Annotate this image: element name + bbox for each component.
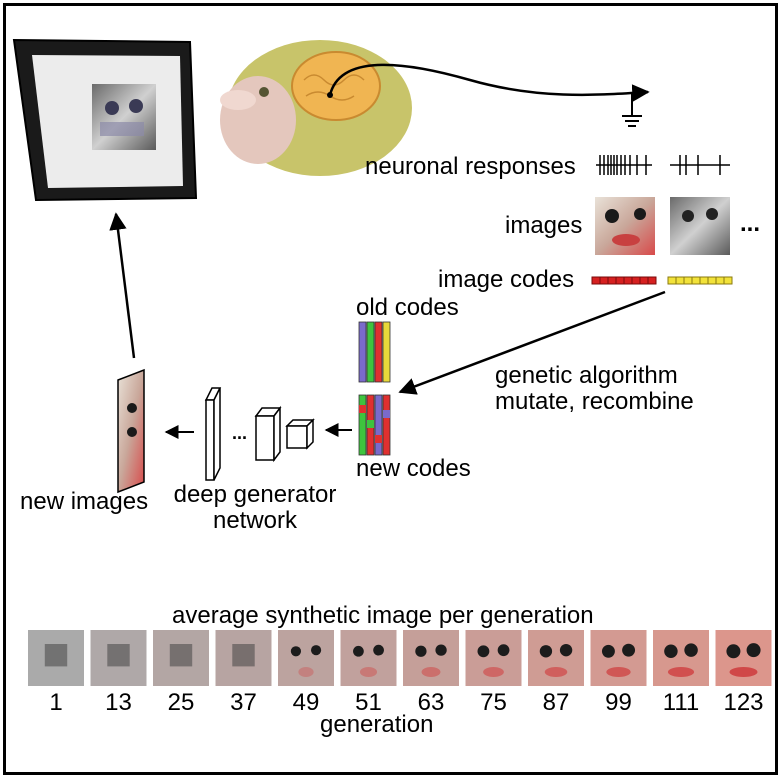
average-synthetic-title: average synthetic image per generation	[172, 602, 594, 629]
generator-ellipsis: ...	[232, 423, 248, 443]
electrode-wire	[328, 63, 650, 102]
image-to-monitor-arrow	[109, 212, 136, 359]
tested-image-1	[595, 197, 655, 255]
generation-thumbnail-75	[465, 630, 522, 686]
image-codes-label: image codes	[438, 266, 575, 293]
generation-thumbnail-37	[215, 630, 272, 686]
generation-thumbnail-99	[590, 630, 647, 686]
generation-label-111: 111	[662, 689, 700, 716]
generation-label-25: 25	[167, 689, 195, 716]
generation-thumbnail-63	[403, 630, 459, 686]
generation-label-75: 75	[480, 689, 507, 716]
generation-thumbnail-51	[340, 630, 397, 686]
new-images-label: new images	[20, 488, 149, 515]
monitor-stimulus-image	[92, 84, 156, 150]
generation-label-37: 37	[230, 689, 257, 716]
generation-label-123: 123	[723, 689, 764, 716]
tested-image-2	[670, 197, 730, 255]
generation-label-99: 99	[605, 689, 632, 716]
brain-icon	[291, 51, 381, 121]
generation-label-63: 63	[417, 689, 445, 716]
new-codes-columns	[358, 394, 391, 456]
spike-train-2	[670, 155, 730, 175]
generation-thumbnail-123	[715, 630, 772, 686]
generation-label-49: 49	[292, 689, 320, 716]
generation-label-1: 1	[49, 689, 63, 716]
generation-thumbnail-111	[653, 630, 709, 686]
deep-generator-label: deep generator	[173, 481, 337, 508]
old-codes-columns	[358, 321, 391, 383]
generation-thumbnail-13	[90, 630, 147, 686]
generation-thumbnail-87	[528, 630, 584, 686]
images-label: images	[505, 212, 583, 239]
generation-label-13: 13	[105, 689, 132, 716]
generation-label-87: 87	[542, 689, 570, 716]
ground-icon	[622, 92, 642, 127]
figure-frame	[3, 3, 778, 775]
image-code-yellow	[667, 276, 733, 285]
monitor	[12, 38, 198, 202]
spike-train-1	[596, 155, 652, 175]
generation-thumbnail-1	[28, 630, 84, 686]
new-codes-label: new codes	[356, 455, 471, 482]
image-code-red	[591, 276, 657, 285]
neuronal-responses-label: neuronal responses	[365, 153, 576, 180]
generation-thumbnail-25	[153, 630, 209, 686]
monkey-head	[220, 40, 412, 176]
genetic-algorithm-label: genetic algorithm	[495, 362, 678, 389]
network-label: network	[212, 507, 298, 534]
mutate-recombine-label: mutate, recombine	[495, 388, 694, 415]
generation-thumbnails	[28, 630, 772, 686]
generation-thumbnail-49	[278, 630, 334, 686]
images-ellipsis: ...	[740, 210, 761, 237]
old-codes-label: old codes	[356, 294, 459, 321]
generation-label-51: 51	[355, 689, 382, 716]
genetic-algorithm-arrow	[398, 290, 666, 395]
generation-axis-label: generation	[320, 711, 434, 738]
new-image	[117, 368, 145, 494]
generator-network	[204, 387, 315, 481]
